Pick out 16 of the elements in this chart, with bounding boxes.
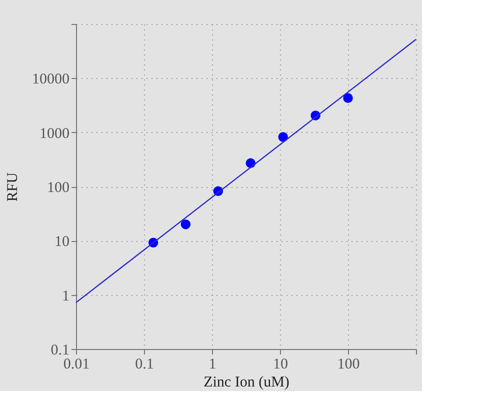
x-axis-title: Zinc Ion (uM) [204, 374, 290, 390]
y-tick-label: 10 [54, 234, 70, 250]
x-tick-label: 10 [273, 356, 288, 372]
y-axis-title: RFU [5, 172, 21, 202]
x-tick-label: 1 [208, 356, 216, 372]
y-tick-label: 10000 [32, 72, 70, 88]
point [343, 93, 353, 103]
x-tick-label: 0.01 [63, 356, 90, 372]
x-tick-label: 100 [337, 356, 360, 372]
point [180, 219, 191, 230]
y-tick-label: 1 [62, 288, 70, 304]
x-tick-label: 0.1 [135, 356, 154, 372]
point [278, 132, 288, 142]
y-tick-label: 0.1 [50, 342, 70, 358]
y-tick-label: 100 [47, 180, 70, 196]
y-tick-label: 1000 [40, 126, 70, 142]
